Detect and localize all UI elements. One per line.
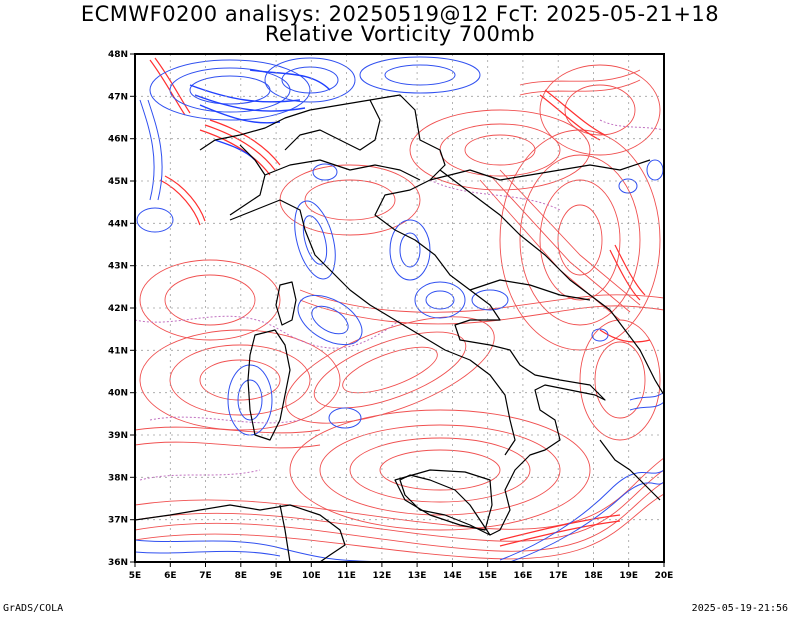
lat-label: 46N [108,135,128,145]
border-inland [469,279,591,301]
graticule [135,54,664,562]
italy-tyrrhenian-coast [229,199,516,456]
lat-label: 39N [108,431,128,441]
lat-label: 37N [108,516,128,526]
sicily [394,469,493,531]
greece-coast [599,439,661,501]
lat-label: 45N [108,177,128,187]
map-subtitle: Relative Vorticity 700mb [264,22,536,46]
coastlines [135,94,664,562]
lon-label: 15E [478,571,497,581]
map-title: ECMWF0200 analisys: 20250519@12 FcT: 202… [80,2,720,26]
footer-timestamp: 2025-05-19-21:56 [691,603,788,614]
contour-field [135,54,664,562]
corsica [275,281,297,326]
strong-positive-contours [149,57,651,547]
lon-label: 18E [584,571,603,581]
lon-label: 5E [129,571,141,581]
lat-label: 48N [108,50,128,60]
strong-negative-contours [189,69,331,161]
balkan-coast [439,169,664,396]
negative-vorticity-contours [135,56,664,562]
lat-label: 47N [108,92,128,102]
footer-credit: GrADS/COLA [3,603,64,614]
axis-ticks [130,53,665,567]
lon-label: 14E [443,571,462,581]
lon-label: 9E [270,571,282,581]
lat-label: 42N [108,304,128,314]
lon-label: 16E [514,571,533,581]
lon-label: 12E [373,571,392,581]
lat-label: 44N [108,219,128,229]
lat-label: 41N [108,346,128,356]
lat-label: 36N [108,558,128,568]
tunisia-border [279,504,291,562]
lon-label: 20E [655,571,674,581]
lon-label: 13E [408,571,427,581]
lon-label: 19E [619,571,638,581]
lon-label: 7E [199,571,211,581]
lat-label: 43N [108,262,128,272]
positive-vorticity-contours [135,64,664,560]
latitude-labels: 48N 47N 46N 45N 44N 43N 42N 41N 40N 39N … [108,50,128,568]
sardinia [247,329,291,441]
lon-label: 6E [164,571,176,581]
lat-label: 38N [108,473,128,483]
africa-coast [135,504,346,562]
longitude-labels: 5E 6E 7E 8E 9E 10E 11E 12E 13E 14E 15E 1… [129,571,674,581]
lon-label: 11E [337,571,356,581]
lon-label: 17E [549,571,568,581]
lat-label: 40N [108,389,128,399]
border-balkans [429,159,651,181]
alps-border [229,144,266,216]
border-east [284,99,381,151]
italy-coastline [199,94,606,536]
border-north [264,159,421,181]
lon-label: 8E [235,571,247,581]
lon-label: 10E [302,571,321,581]
